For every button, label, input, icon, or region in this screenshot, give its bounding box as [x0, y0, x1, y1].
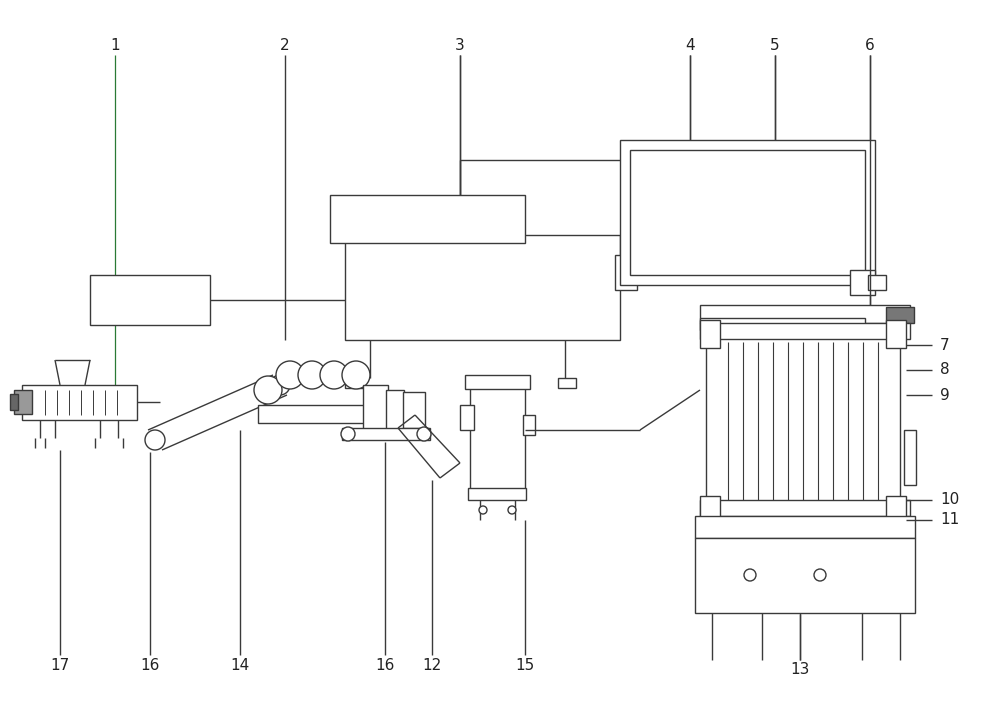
Bar [342, 428, 430, 440]
Circle shape [744, 569, 756, 581]
Bar [363, 385, 388, 435]
Bar [14, 390, 32, 414]
Bar [886, 320, 906, 348]
Bar [90, 275, 210, 325]
Bar [700, 496, 720, 524]
Text: 17: 17 [50, 658, 70, 673]
Circle shape [254, 376, 282, 404]
Text: 16: 16 [375, 658, 395, 673]
Text: 4: 4 [685, 37, 695, 52]
Circle shape [417, 427, 431, 441]
Bar [345, 235, 620, 340]
Bar [460, 405, 474, 430]
Text: 5: 5 [770, 37, 780, 52]
Text: 16: 16 [140, 658, 160, 673]
Text: 1: 1 [110, 37, 120, 52]
Bar [700, 320, 720, 348]
Bar [630, 150, 865, 275]
Text: 12: 12 [422, 658, 442, 673]
Bar [700, 305, 910, 323]
Text: 6: 6 [865, 37, 875, 52]
Bar [886, 496, 906, 524]
Circle shape [508, 506, 516, 514]
Bar [850, 270, 875, 295]
Bar [868, 275, 886, 290]
Bar [558, 378, 576, 388]
Bar [632, 260, 647, 280]
Text: 8: 8 [940, 362, 950, 377]
Bar [470, 380, 525, 495]
Bar [10, 394, 18, 410]
Text: 14: 14 [230, 658, 250, 673]
Bar [386, 390, 404, 430]
Circle shape [342, 361, 370, 389]
Bar [22, 385, 137, 420]
Bar [700, 318, 865, 330]
Bar [904, 430, 916, 485]
Circle shape [320, 361, 348, 389]
Text: 10: 10 [940, 493, 959, 508]
Bar [886, 307, 914, 323]
Text: 15: 15 [515, 658, 535, 673]
Bar [258, 405, 368, 423]
Bar [615, 255, 637, 290]
Bar [700, 500, 910, 516]
Circle shape [298, 361, 326, 389]
Bar [468, 488, 526, 500]
Circle shape [270, 375, 290, 395]
Text: 9: 9 [940, 388, 950, 403]
Text: 3: 3 [455, 37, 465, 52]
Bar [465, 375, 530, 389]
Bar [700, 323, 910, 339]
Text: 2: 2 [280, 37, 290, 52]
Bar [523, 415, 535, 435]
Circle shape [814, 569, 826, 581]
Circle shape [341, 427, 355, 441]
Bar [403, 392, 425, 428]
Text: 13: 13 [790, 663, 810, 678]
Circle shape [145, 430, 165, 450]
Bar [695, 538, 915, 613]
Text: 11: 11 [940, 513, 959, 527]
Circle shape [479, 506, 487, 514]
Bar [620, 140, 875, 285]
Bar [695, 516, 915, 538]
Text: 7: 7 [940, 338, 950, 352]
Bar [330, 195, 525, 243]
Bar [345, 378, 363, 388]
Circle shape [276, 361, 304, 389]
